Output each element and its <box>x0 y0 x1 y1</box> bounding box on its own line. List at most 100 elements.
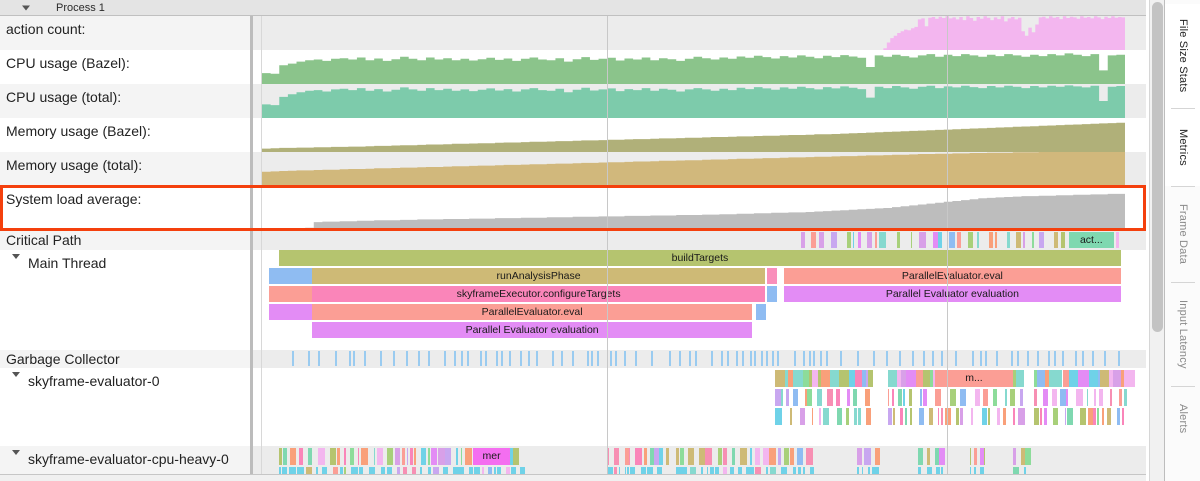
flame-slice[interactable] <box>493 467 496 474</box>
flame-slice[interactable] <box>455 448 458 465</box>
flame-slice[interactable] <box>1060 389 1066 406</box>
flame-slice[interactable] <box>803 467 806 474</box>
flame-slice[interactable] <box>634 448 642 465</box>
critical-path-slice[interactable] <box>879 232 886 248</box>
flame-slice[interactable] <box>1109 370 1114 387</box>
flame-slice[interactable] <box>731 448 735 465</box>
flame-slice[interactable] <box>928 408 934 425</box>
flame-slice[interactable] <box>793 370 804 387</box>
gc-event-tick[interactable] <box>954 351 957 366</box>
flame-slice[interactable] <box>646 467 654 474</box>
flame-slice[interactable] <box>317 448 325 465</box>
flame-slice[interactable] <box>927 467 933 474</box>
flame-slice[interactable] <box>980 467 984 474</box>
flame-slice[interactable] <box>380 467 386 474</box>
gc-event-tick[interactable] <box>318 351 320 366</box>
critical-path-slice[interactable] <box>858 232 862 248</box>
gc-event-tick[interactable] <box>460 351 463 366</box>
track-canvas[interactable]: buildTargets runAnalysisPhase ParallelEval… <box>253 250 1146 350</box>
flame-slice[interactable] <box>641 467 647 474</box>
track-row[interactable]: Main Thread buildTargets runAnalysisPhase P… <box>0 250 1146 350</box>
track-row[interactable]: CPU usage (total): <box>0 84 1146 118</box>
gc-event-tick[interactable] <box>509 351 512 366</box>
gc-event-tick[interactable] <box>1026 351 1029 366</box>
gc-event-tick[interactable] <box>418 351 421 366</box>
flame-slice[interactable] <box>1034 389 1037 406</box>
flame-slice[interactable] <box>981 408 988 425</box>
flame-slice[interactable] <box>805 389 808 406</box>
flame-slice[interactable] <box>775 408 782 425</box>
track-canvas[interactable] <box>253 152 1146 186</box>
flame-slice[interactable] <box>1064 408 1067 425</box>
critical-path-slice[interactable] <box>1032 232 1035 248</box>
flame-slice[interactable] <box>910 408 913 425</box>
gc-event-tick[interactable] <box>765 351 768 366</box>
flame-slice[interactable] <box>988 408 990 425</box>
flame-slice[interactable] <box>1005 389 1007 406</box>
flame-slice[interactable] <box>723 448 728 465</box>
flame-slice[interactable] <box>1043 408 1047 425</box>
flame-slice[interactable] <box>659 448 664 465</box>
flame-slice[interactable] <box>836 408 842 425</box>
flame-slice[interactable] <box>1080 408 1087 425</box>
flame-slice[interactable] <box>807 389 812 406</box>
gc-event-tick[interactable] <box>741 351 744 366</box>
flame-slice[interactable] <box>395 448 400 465</box>
flame-slice[interactable] <box>746 467 752 474</box>
flame-slice[interactable] <box>819 408 822 425</box>
gc-event-tick[interactable] <box>443 351 446 366</box>
right-tab-alerts[interactable]: Alerts <box>1165 386 1200 452</box>
flame-slice[interactable] <box>800 408 805 425</box>
flame-slice[interactable] <box>343 448 347 465</box>
flame-slice[interactable]: ParallelEvaluator.eval <box>312 304 753 320</box>
flame-slice[interactable] <box>268 286 313 302</box>
flame-slice[interactable] <box>1018 408 1025 425</box>
flame-slice[interactable] <box>406 448 409 465</box>
gc-event-tick[interactable] <box>635 351 638 366</box>
flame-slice[interactable] <box>809 467 815 474</box>
flame-slice[interactable] <box>465 448 472 465</box>
flame-slice[interactable] <box>949 389 956 406</box>
flame-slice[interactable] <box>459 467 464 474</box>
track-label-cell[interactable]: CPU usage (Bazel): <box>0 50 250 84</box>
flame-slice[interactable] <box>1066 389 1069 406</box>
track-canvas[interactable]: m... <box>253 368 1146 446</box>
flame-slice[interactable] <box>433 467 439 474</box>
critical-path-badge[interactable]: act... <box>1068 232 1114 248</box>
flame-slice[interactable] <box>1093 389 1096 406</box>
flame-slice[interactable] <box>650 448 654 465</box>
gc-event-tick[interactable] <box>495 351 498 366</box>
gc-event-tick[interactable] <box>651 351 654 366</box>
flame-slice[interactable] <box>940 467 943 474</box>
gc-event-tick[interactable] <box>710 351 713 366</box>
flame-slice[interactable] <box>983 389 989 406</box>
critical-path-slice[interactable] <box>801 232 805 248</box>
flame-slice[interactable] <box>1101 408 1105 425</box>
flame-slice[interactable] <box>858 408 862 425</box>
flame-slice[interactable] <box>289 467 297 474</box>
flame-slice[interactable]: Parallel Evaluator evaluation <box>312 322 753 338</box>
flame-slice[interactable] <box>1037 370 1045 387</box>
track-label-cell[interactable]: action count: <box>0 16 250 50</box>
gc-event-tick[interactable] <box>427 351 430 366</box>
gc-event-tick[interactable] <box>392 351 395 366</box>
flame-slice[interactable]: Parallel Evaluator evaluation <box>784 286 1121 302</box>
flame-slice[interactable] <box>766 268 778 284</box>
flame-slice[interactable] <box>420 448 426 465</box>
flame-slice[interactable] <box>960 389 967 406</box>
gc-event-tick[interactable] <box>520 351 523 366</box>
critical-path-slice[interactable] <box>830 232 837 248</box>
flame-slice[interactable] <box>1016 370 1025 387</box>
flame-slice[interactable] <box>1121 408 1124 425</box>
track-canvas[interactable] <box>253 16 1146 50</box>
flame-slice[interactable] <box>901 370 907 387</box>
track-row[interactable]: Memory usage (total): <box>0 152 1146 186</box>
flame-slice[interactable] <box>836 389 840 406</box>
gc-event-tick[interactable] <box>972 351 975 366</box>
gc-event-tick[interactable] <box>364 351 367 366</box>
flame-slice[interactable] <box>427 448 431 465</box>
gc-event-tick[interactable] <box>771 351 774 366</box>
flame-slice[interactable] <box>777 448 781 465</box>
flame-slice[interactable] <box>268 268 313 284</box>
flame-slice[interactable] <box>1012 408 1016 425</box>
